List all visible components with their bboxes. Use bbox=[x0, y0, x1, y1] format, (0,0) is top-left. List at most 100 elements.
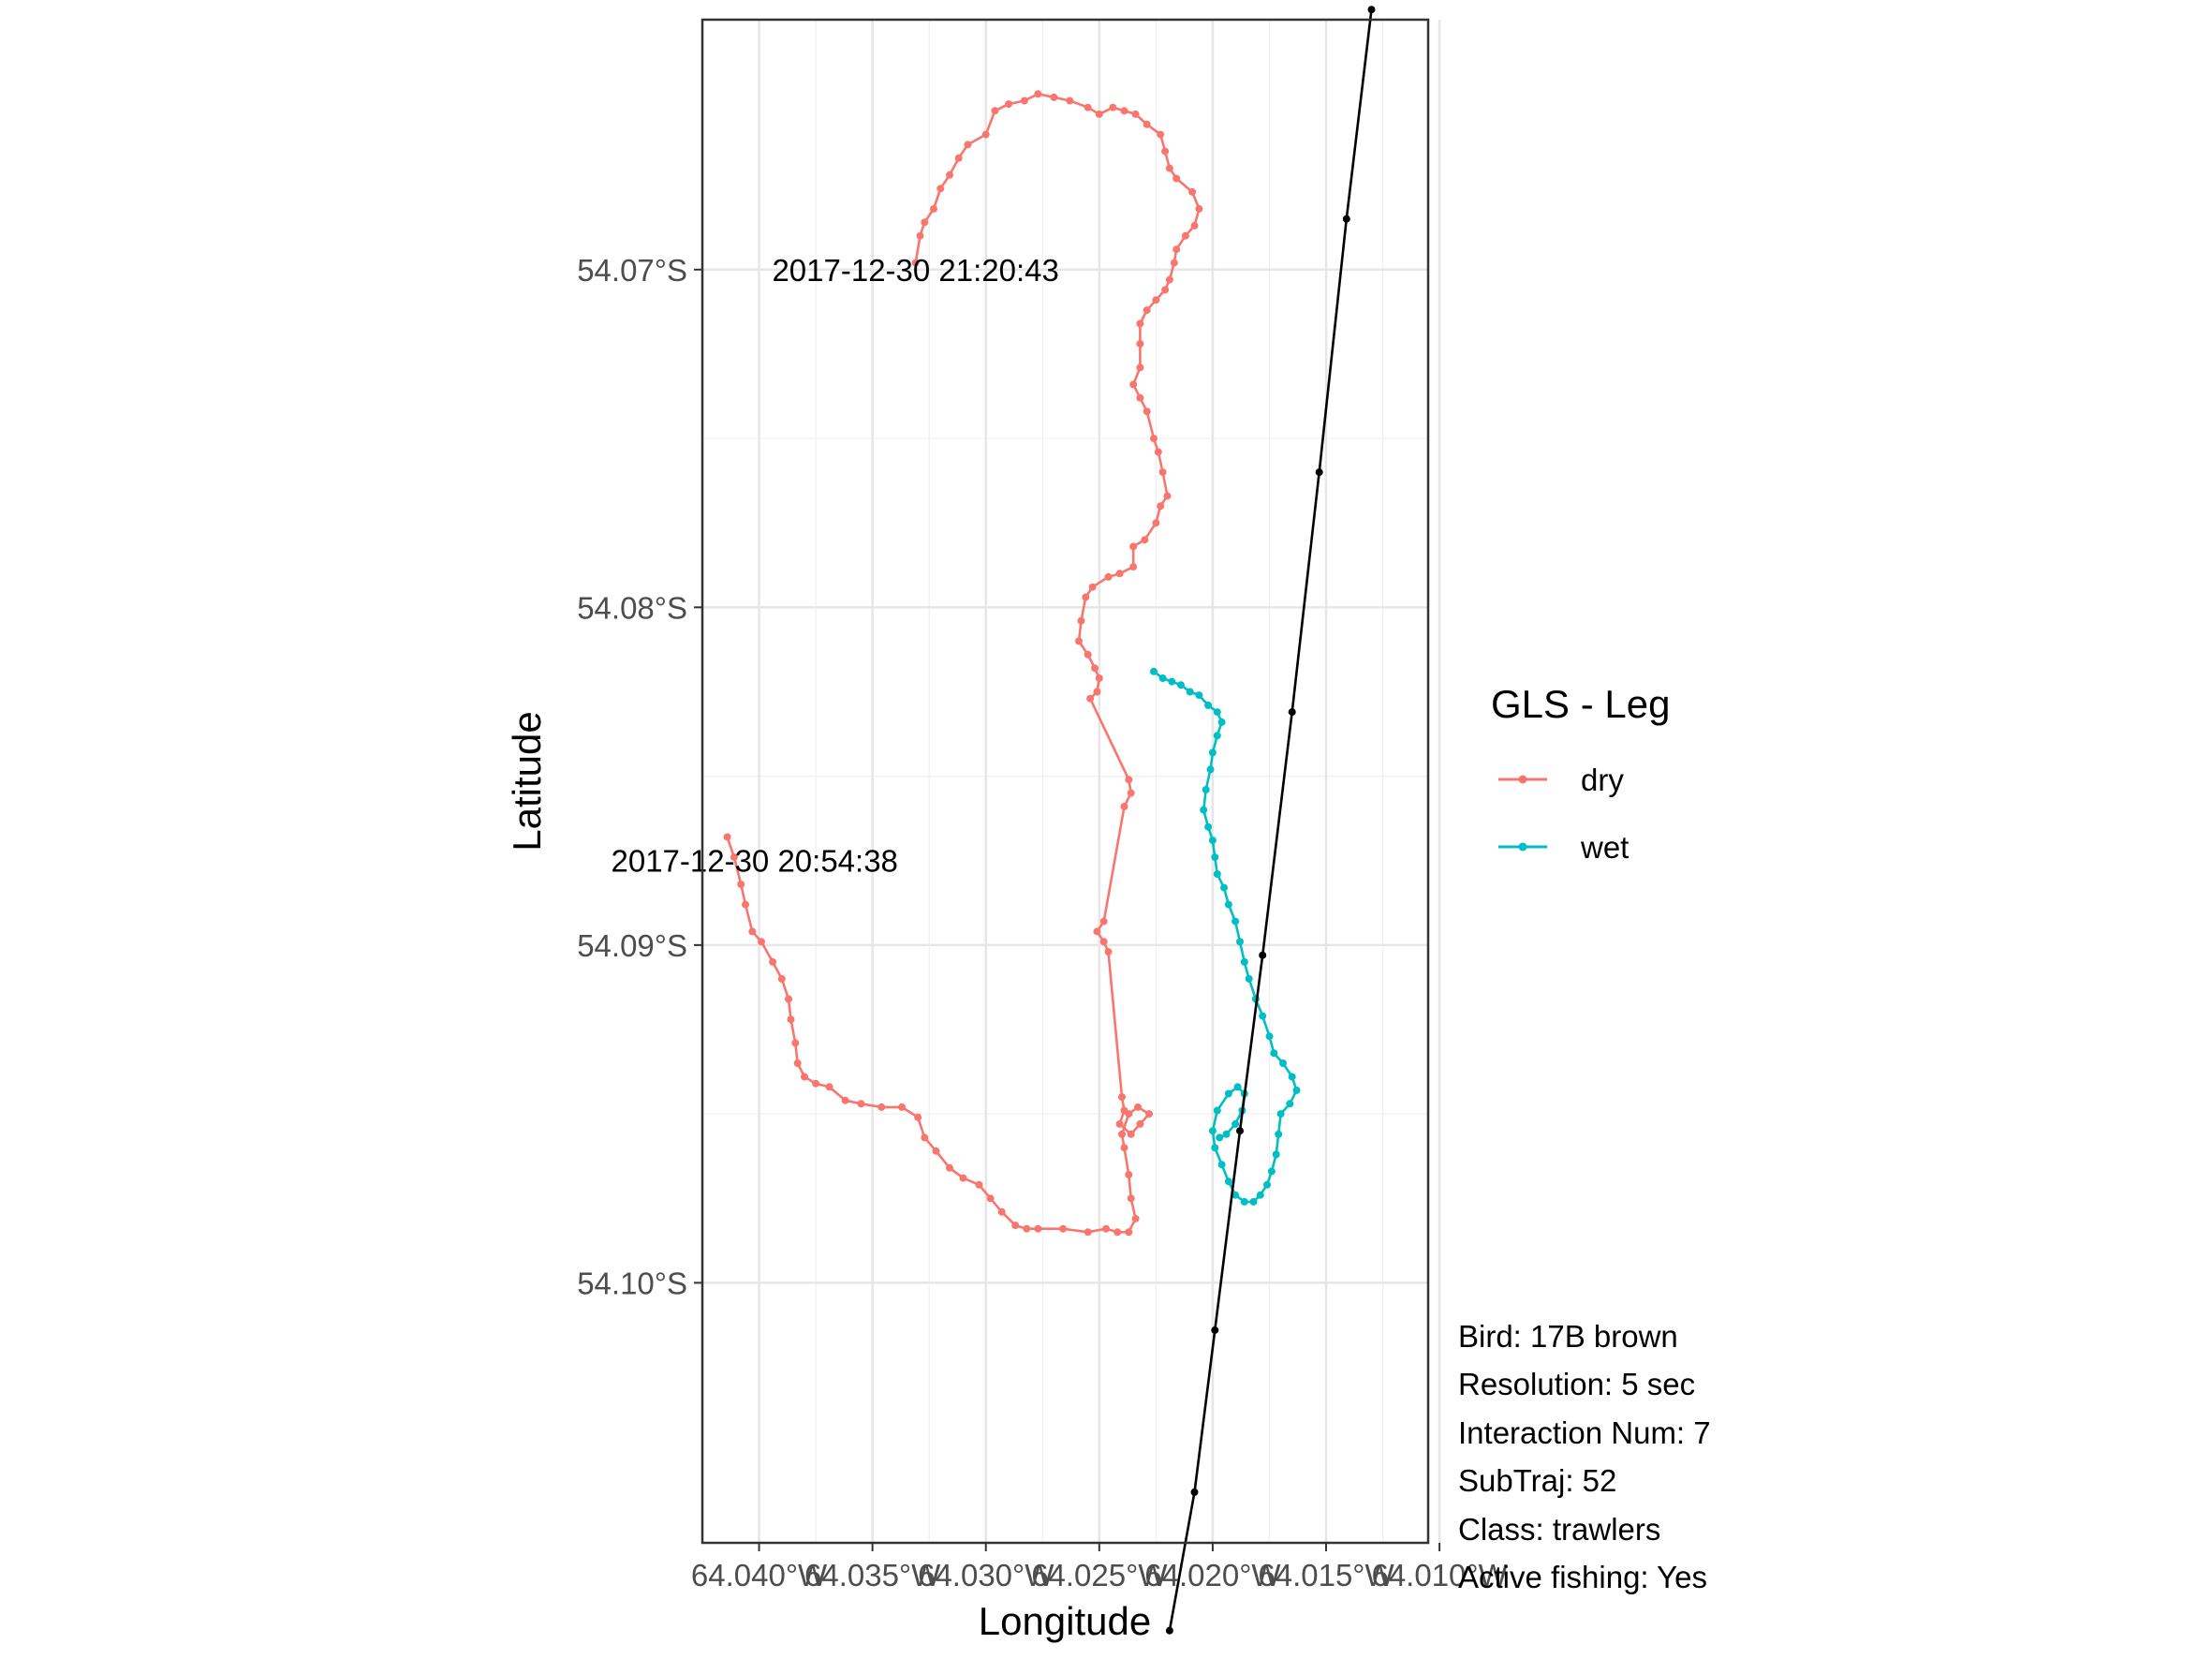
series-dry-point bbox=[1034, 90, 1042, 98]
x-tick-label: 64.015°W bbox=[1258, 1558, 1394, 1592]
legend-key-wet-point bbox=[1518, 842, 1527, 852]
series-wet-point bbox=[1177, 681, 1185, 689]
info-resolution: Resolution: 5 sec bbox=[1458, 1367, 1695, 1401]
series-dry-point bbox=[791, 1039, 800, 1047]
series-wet-point bbox=[1224, 900, 1232, 909]
series-dry-point bbox=[1086, 694, 1095, 703]
series-dry-point bbox=[1181, 231, 1189, 240]
series-dry-point bbox=[991, 107, 999, 115]
series-dry-point bbox=[1095, 110, 1103, 118]
series-dry bbox=[723, 90, 1203, 1237]
series-dry-point bbox=[1082, 593, 1090, 601]
series-wet-point bbox=[1208, 1127, 1217, 1135]
series-dry-point bbox=[959, 1174, 967, 1182]
info-subtraj: SubTraj: 52 bbox=[1458, 1463, 1616, 1498]
series-dry-point bbox=[1120, 1106, 1128, 1115]
series-wet-point bbox=[1259, 1012, 1267, 1020]
series-dry-point bbox=[1165, 164, 1173, 172]
series-wet-point bbox=[1200, 806, 1208, 814]
info-block: Bird: 17B brown Resolution: 5 sec Intera… bbox=[1458, 1319, 1711, 1594]
series-dry-point bbox=[1125, 776, 1133, 784]
series-dry-point bbox=[911, 259, 920, 267]
series-wet-point bbox=[1204, 822, 1213, 831]
series-dry-point bbox=[1075, 637, 1083, 645]
info-active-fishing: Active fishing: Yes bbox=[1458, 1560, 1707, 1594]
series-wet-point bbox=[1195, 691, 1203, 700]
series-wet-point bbox=[1233, 1083, 1242, 1091]
series-vessel-point bbox=[1236, 1127, 1244, 1135]
series-dry-point bbox=[946, 1163, 953, 1172]
series-wet-point bbox=[1236, 938, 1244, 946]
series-vessel-point bbox=[1165, 1626, 1173, 1635]
start-time-annotation: 2017-12-30 21:20:43 bbox=[772, 253, 1058, 288]
series-dry-point bbox=[1129, 380, 1138, 389]
series-dry-point bbox=[841, 1096, 849, 1104]
series-wet-point bbox=[1279, 1059, 1287, 1067]
series-dry-point bbox=[1093, 927, 1101, 936]
series-dry-point bbox=[1066, 96, 1074, 105]
info-bird: Bird: 17B brown bbox=[1458, 1319, 1678, 1354]
series-dry-point bbox=[1099, 938, 1108, 946]
series-dry-point bbox=[825, 1083, 833, 1091]
series-dry-point bbox=[801, 1073, 808, 1081]
series-dry-point bbox=[730, 853, 738, 862]
series-wet-point bbox=[1256, 1191, 1264, 1199]
series-vessel-point bbox=[1342, 215, 1350, 223]
series-wet-point bbox=[1204, 701, 1213, 709]
series-wet-point bbox=[1231, 917, 1240, 926]
series-wet-point bbox=[1267, 1167, 1276, 1176]
series-wet-point bbox=[1220, 883, 1228, 892]
series-wet-point bbox=[1265, 1032, 1274, 1041]
series-dry-point bbox=[1131, 1214, 1140, 1222]
series-vessel-point bbox=[1367, 6, 1376, 14]
series-dry-point bbox=[1170, 259, 1178, 267]
series-dry-point bbox=[1134, 1103, 1142, 1111]
x-tick-label: 64.035°W bbox=[804, 1558, 941, 1592]
series-wet-point bbox=[1231, 1119, 1240, 1128]
grid-lines bbox=[702, 20, 1441, 1543]
x-axis-title: Longitude bbox=[979, 1599, 1152, 1643]
x-tick-label: 64.020°W bbox=[1144, 1558, 1281, 1592]
series-dry-point bbox=[916, 231, 924, 240]
series-dry-point bbox=[964, 141, 972, 149]
series-dry-point bbox=[921, 218, 929, 227]
legend-key-dry-point bbox=[1518, 775, 1527, 784]
series-dry-point bbox=[1172, 174, 1181, 183]
series-dry-point bbox=[986, 1194, 995, 1203]
series-dry-point bbox=[1163, 492, 1172, 500]
y-tick-label: 54.07°S bbox=[577, 253, 687, 288]
info-interaction-num: Interaction Num: 7 bbox=[1458, 1415, 1711, 1450]
series-dry-point bbox=[1158, 468, 1167, 477]
series-dry-point bbox=[737, 881, 745, 888]
series-dry-point bbox=[921, 1133, 929, 1142]
series-dry-point bbox=[1095, 674, 1103, 682]
end-time-annotation: 2017-12-30 20:54:38 bbox=[611, 844, 897, 879]
series-dry-point bbox=[1127, 789, 1135, 797]
x-tick-label: 64.040°W bbox=[691, 1558, 828, 1592]
series-dry-point bbox=[1152, 519, 1160, 527]
series-dry-point bbox=[1109, 103, 1117, 111]
axis-ticks: 64.040°W64.035°W64.030°W64.025°W64.020°W… bbox=[577, 253, 1508, 1592]
series-dry-point bbox=[1115, 570, 1124, 578]
series-wet-point bbox=[1231, 1191, 1240, 1199]
series-dry-point bbox=[981, 130, 990, 139]
series-dry-point bbox=[930, 204, 937, 213]
series-dry-point bbox=[1143, 306, 1151, 315]
series-wet-point bbox=[1213, 732, 1221, 740]
series-dry-point bbox=[1120, 107, 1128, 115]
plot-panel-border bbox=[700, 18, 1430, 1545]
series-dry-point bbox=[1118, 1093, 1126, 1102]
series-dry-point bbox=[769, 957, 777, 966]
series-dry-point bbox=[723, 833, 731, 841]
series-dry-point bbox=[932, 1147, 940, 1155]
series-wet-point bbox=[1263, 1180, 1271, 1189]
series-dry-point bbox=[1195, 204, 1203, 213]
legend-title: GLS - Leg bbox=[1491, 682, 1670, 726]
series-dry-point bbox=[1161, 286, 1170, 294]
series-dry-point bbox=[787, 1015, 795, 1024]
series-dry-point bbox=[954, 154, 963, 162]
series-wet-point bbox=[1286, 1100, 1294, 1108]
series-wet-point bbox=[1270, 1049, 1278, 1058]
series-dry-point bbox=[1050, 93, 1058, 101]
series-wet-point bbox=[1213, 1106, 1221, 1115]
